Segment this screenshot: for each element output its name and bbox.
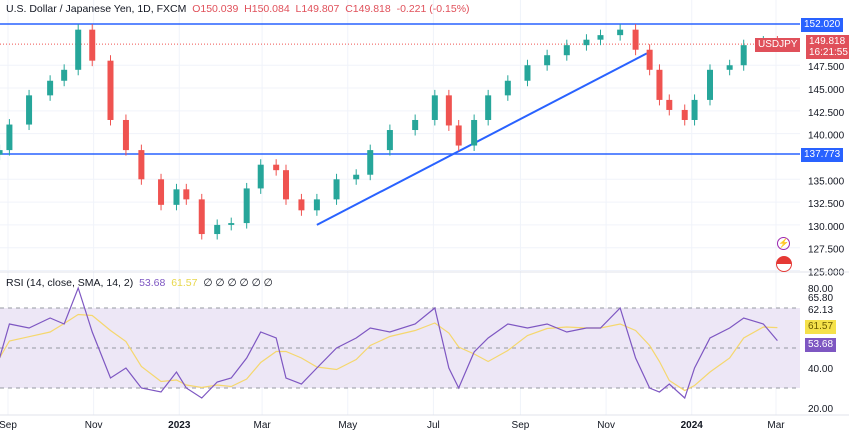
candle [138, 150, 145, 180]
y-tick-label: 127.500 [808, 245, 845, 256]
x-tick-label: Mar [767, 420, 785, 431]
candle [333, 179, 340, 200]
candle [455, 125, 462, 146]
candle [198, 199, 205, 235]
x-tick-label: Sep [0, 420, 17, 431]
y-tick-label: 125.000 [808, 268, 845, 279]
candle [485, 95, 492, 120]
candle [183, 189, 190, 200]
candle [61, 69, 68, 81]
candle [646, 49, 653, 70]
y-tick-label: 140.000 [808, 131, 845, 142]
ohlc-change: -0.221 (-0.15%) [396, 3, 470, 15]
rsi-y-tick-label: 40.00 [808, 364, 833, 375]
last-price-tag: 149.818 16:21:55 [806, 35, 849, 59]
candle [89, 29, 96, 61]
candle [158, 179, 165, 205]
candle [26, 95, 33, 125]
rsi-sma-value: 61.57 [171, 277, 198, 289]
candle [298, 199, 305, 211]
x-tick-label: Jul [427, 420, 440, 431]
candle [632, 29, 639, 50]
candle [257, 164, 264, 189]
candle [563, 45, 570, 56]
candle [431, 95, 438, 120]
rsi-empty-values: ∅ ∅ ∅ ∅ ∅ ∅ [203, 277, 273, 289]
x-tick-label: 2023 [168, 420, 191, 431]
x-tick-label: May [338, 420, 357, 431]
y-tick-label: 130.000 [808, 222, 845, 233]
rsi-sma-tag: 61.57 [805, 320, 837, 334]
x-tick-label: Sep [512, 420, 530, 431]
candle [273, 164, 280, 171]
candle [726, 65, 733, 70]
candle [412, 119, 419, 131]
candle [617, 29, 624, 36]
rsi-tag: 53.68 [805, 338, 837, 352]
candle [386, 130, 393, 151]
rsi-sma-line [0, 313, 778, 392]
y-tick-label: 135.000 [808, 176, 845, 187]
y-tick-label: 142.500 [808, 108, 845, 119]
candle [544, 55, 551, 66]
x-tick-label: Nov [597, 420, 615, 431]
candle [740, 45, 747, 66]
candle [445, 95, 452, 126]
candle [524, 65, 531, 81]
candle [367, 150, 374, 175]
last-price: 149.818 [809, 36, 846, 47]
candle [107, 60, 114, 120]
candle [214, 224, 221, 235]
rsi-line [0, 286, 778, 400]
x-tick-label: Nov [85, 420, 103, 431]
candle [122, 119, 129, 151]
ohlc-open: O150.039 [192, 3, 239, 15]
candle [583, 39, 590, 46]
candle [504, 80, 511, 96]
candle [597, 35, 604, 40]
candle [707, 69, 713, 100]
symbol-title: U.S. Dollar / Japanese Yen, 1D, FXCM [6, 3, 187, 15]
y-tick-label: 147.500 [808, 62, 845, 73]
candle [681, 109, 688, 120]
candle [173, 189, 180, 205]
candle [656, 69, 663, 100]
candle [0, 150, 3, 155]
candle [282, 170, 289, 200]
candle [353, 174, 360, 180]
chart-header: U.S. Dollar / Japanese Yen, 1D, FXCM O15… [6, 3, 470, 15]
bar-countdown: 16:21:55 [809, 47, 848, 58]
trendline [316, 52, 648, 226]
lightning-icon[interactable]: ⚡ [777, 237, 790, 250]
candle [313, 199, 320, 211]
y-tick-label: 132.500 [808, 199, 845, 210]
candle [691, 99, 698, 120]
symbol-tag: USDJPY [755, 38, 801, 52]
candle [666, 99, 673, 110]
candle [6, 124, 13, 151]
rsi-y-tick-label: 62.13 [808, 305, 833, 316]
ohlc-high: H150.084 [244, 3, 290, 15]
x-tick-label: 2024 [681, 420, 704, 431]
rsi-value: 53.68 [139, 277, 166, 289]
rsi-y-tick-label: 20.00 [808, 404, 833, 415]
x-tick-label: Mar [254, 420, 272, 431]
ohlc-low: L149.807 [295, 3, 340, 15]
candle [471, 119, 478, 146]
candle [228, 223, 235, 225]
candle [243, 188, 250, 224]
ohlc-close: C149.818 [345, 3, 391, 15]
y-tick-label: 145.000 [808, 85, 845, 96]
us-flag-icon[interactable] [776, 256, 792, 272]
rsi-header[interactable]: RSI (14, close, SMA, 14, 2) 53.68 61.57 … [6, 277, 273, 289]
candle [47, 80, 54, 96]
support-price-tag: 137.773 [801, 148, 844, 162]
resistance-price-tag: 152.020 [801, 18, 844, 32]
rsi-y-tick-label: 65.80 [808, 293, 833, 304]
rsi-label: RSI (14, close, SMA, 14, 2) [6, 277, 134, 289]
rsi-y-tick-label: 80.00 [808, 284, 833, 295]
candle [75, 29, 82, 70]
